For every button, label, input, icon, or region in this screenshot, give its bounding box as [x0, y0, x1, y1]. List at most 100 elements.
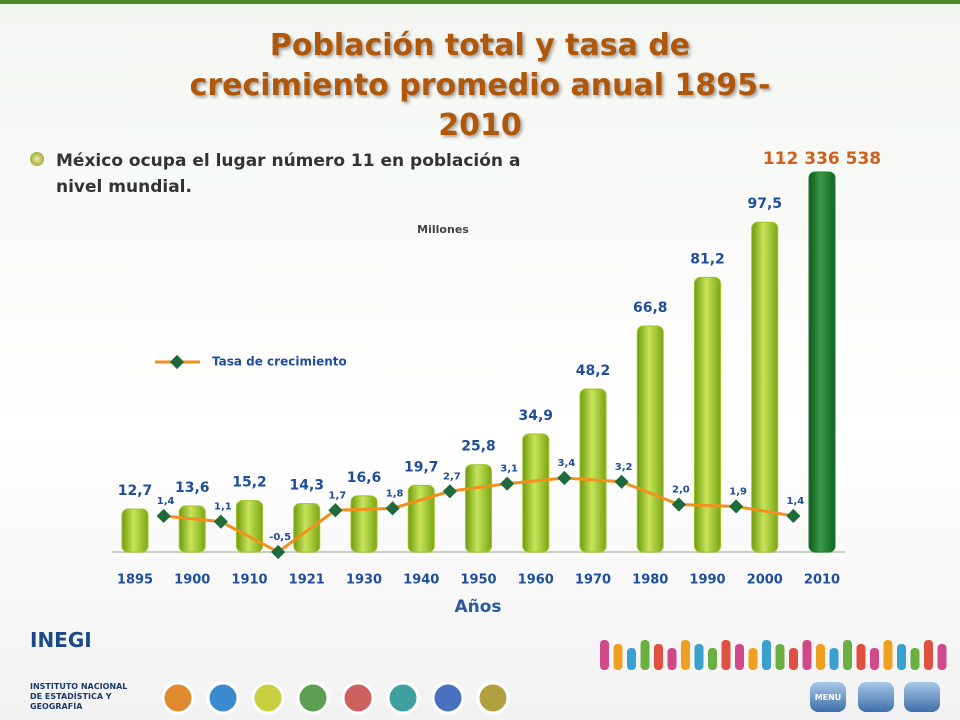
logo-name: INEGI [30, 628, 92, 652]
people-figure [883, 640, 893, 670]
rate-marker [729, 499, 744, 514]
rate-marker [213, 514, 228, 529]
bullet [30, 152, 44, 166]
legend-marker [169, 354, 185, 370]
bar [808, 171, 836, 553]
bar [694, 276, 721, 553]
rate-marker [442, 484, 457, 499]
bar-value-label: 16,6 [347, 470, 382, 486]
people-figure [924, 640, 933, 670]
x-tick-label: 1950 [460, 573, 496, 588]
x-tick-label: 1970 [575, 573, 611, 588]
nav-icon [431, 681, 465, 715]
nav-icon [476, 681, 510, 715]
x-axis-label: Años [454, 597, 501, 617]
rate-marker [156, 508, 171, 524]
bar-value-label: 19,7 [404, 459, 439, 475]
people-figure [802, 640, 812, 670]
menu-button[interactable]: MENU [810, 682, 846, 712]
x-tick-label: 1895 [117, 573, 153, 588]
bar [579, 388, 607, 553]
nav-icon [251, 681, 285, 715]
bar-value-label: 97,5 [747, 196, 782, 212]
bar-value-label: 15,2 [232, 475, 267, 491]
y-unit-label: Millones [417, 223, 469, 236]
bar [236, 500, 263, 553]
nav-icon [206, 681, 240, 715]
x-tick-label: 1940 [403, 573, 439, 588]
rate-value-label: 1,7 [329, 490, 347, 501]
people-figure [613, 644, 623, 670]
people-figure [640, 640, 650, 670]
x-tick-label: 1910 [231, 573, 267, 588]
rate-value-label: 1,8 [386, 488, 404, 499]
people-figure [627, 648, 636, 670]
title: Población total y tasa de crecimiento pr… [189, 28, 771, 143]
x-tick-label: 1990 [689, 573, 725, 588]
bar [350, 495, 378, 553]
bar [465, 464, 492, 553]
bar-value-label: 25,8 [461, 439, 496, 455]
rate-line [163, 476, 794, 554]
bar [407, 484, 435, 553]
people-figure [856, 644, 866, 670]
rate-marker [385, 501, 400, 516]
bar-value-label: 12,7 [118, 483, 153, 499]
x-tick-label: 1980 [632, 573, 668, 588]
people-figure [681, 640, 690, 670]
x-tick-label: 1900 [174, 573, 210, 588]
rate-value-label: 1,9 [729, 486, 747, 497]
bar-value-label: 13,6 [175, 480, 210, 496]
bar-value-label: 66,8 [633, 300, 668, 316]
x-tick-label: 1930 [346, 573, 382, 588]
people-figure [816, 644, 825, 670]
nav-icon [161, 681, 195, 715]
rate-marker [671, 497, 686, 512]
bar-value-label: 112 336 538 [763, 149, 881, 169]
nav-icon [296, 681, 330, 715]
rate-value-label: 3,2 [615, 462, 633, 473]
bar [636, 325, 664, 553]
note: México ocupa el lugar número 11 en pobla… [56, 151, 521, 197]
rate-value-label: 1,1 [214, 502, 232, 513]
people-figure [735, 644, 744, 670]
x-tick-label: 1921 [289, 573, 325, 588]
bar [751, 221, 779, 553]
people-figure [910, 648, 920, 670]
forward-button[interactable] [904, 682, 940, 712]
people-figure [937, 644, 947, 670]
bar [121, 508, 149, 553]
people-figure [694, 644, 704, 670]
bar-value-label: 81,2 [690, 251, 725, 267]
people-figure [762, 640, 771, 670]
rate-value-label: 1,4 [157, 496, 175, 507]
people-figure [870, 648, 879, 670]
top-border [0, 0, 960, 4]
bar [293, 503, 321, 553]
legend-label: Tasa de crecimiento [212, 355, 347, 369]
x-tick-label: 2000 [747, 573, 783, 588]
people-figure [654, 644, 663, 670]
people-figure [843, 640, 852, 670]
rate-marker [786, 508, 801, 524]
rate-value-label: 1,4 [787, 496, 805, 507]
rate-marker [271, 544, 286, 560]
people-figure [721, 640, 731, 670]
people-figure [897, 644, 906, 670]
nav-icon [386, 681, 420, 715]
people-figure [748, 648, 758, 670]
bar [178, 505, 206, 553]
logo: INEGI INSTITUTO NACIONAL DE ESTADÍSTICA … [30, 628, 150, 712]
x-tick-label: 2010 [804, 573, 840, 588]
rate-value-label: -0,5 [269, 532, 291, 543]
rate-marker [614, 474, 629, 489]
rate-value-label: 2,0 [672, 485, 690, 496]
nav-icon [341, 681, 375, 715]
bar-value-label: 14,3 [289, 478, 324, 494]
people-figure [708, 648, 717, 670]
rate-marker [328, 503, 343, 518]
people-figure [667, 648, 677, 670]
back-button[interactable] [858, 682, 894, 712]
people-figure [775, 644, 785, 670]
